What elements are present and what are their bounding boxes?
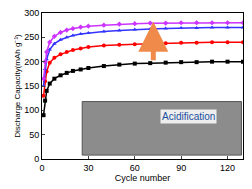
svg-text:300: 300 [24,8,39,18]
svg-text:60: 60 [130,163,140,173]
svg-text:0: 0 [34,154,39,164]
svg-text:Cycle number: Cycle number [115,173,171,183]
svg-text:90: 90 [176,163,186,173]
svg-text:0: 0 [39,163,44,173]
svg-text:Discharge Capacity(mAh g⁻¹): Discharge Capacity(mAh g⁻¹) [13,34,22,138]
svg-text:100: 100 [24,105,39,115]
svg-text:200: 200 [24,57,39,67]
svg-text:Acidification: Acidification [162,111,215,122]
svg-text:120: 120 [220,163,235,173]
svg-text:150: 150 [24,81,39,91]
svg-text:50: 50 [29,130,39,140]
svg-text:250: 250 [24,32,39,42]
svg-text:30: 30 [83,163,93,173]
